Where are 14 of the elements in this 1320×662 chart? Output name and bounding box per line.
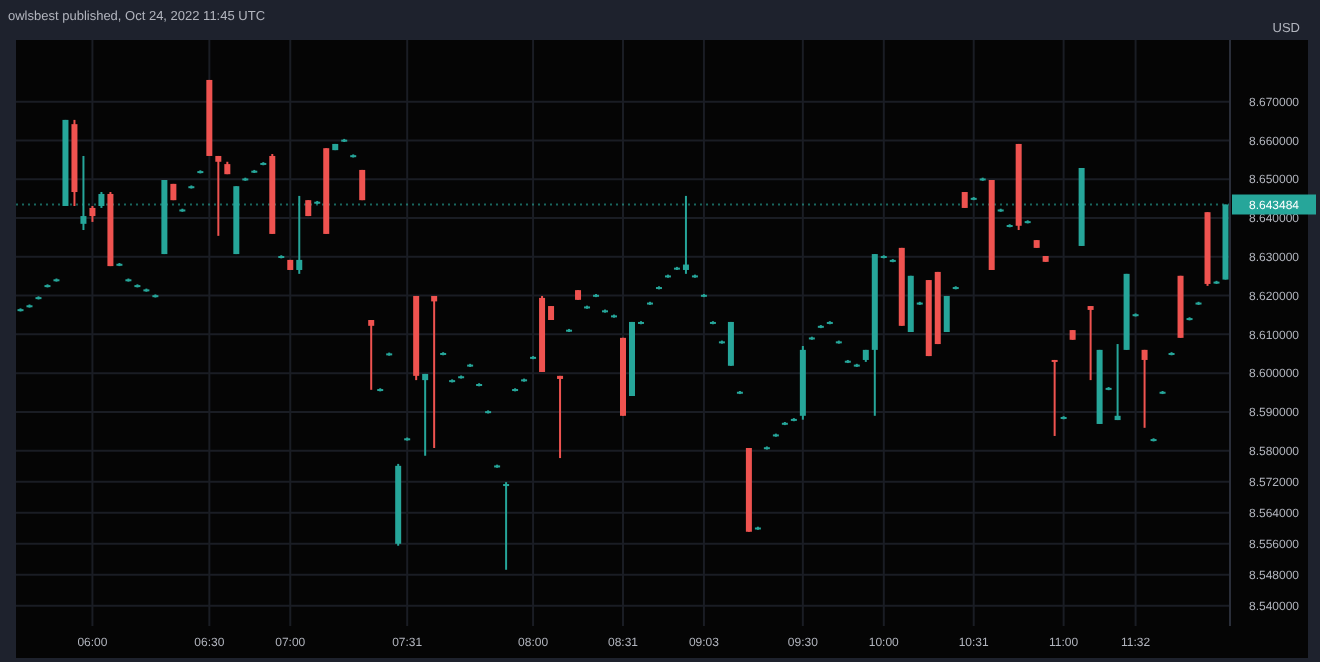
candlestick [727,320,734,367]
candlestick [1051,358,1058,437]
candlestick [1087,305,1094,382]
candlestick [422,372,429,457]
candlestick [431,294,438,449]
candlestick [503,481,510,571]
candlestick [80,154,87,232]
candlestick [557,374,564,460]
candlestick [1141,348,1148,429]
candlestick [368,319,375,391]
candlestick [1114,343,1121,422]
candlestick [682,194,689,275]
candlestick [296,194,303,275]
candlestick [215,154,222,237]
